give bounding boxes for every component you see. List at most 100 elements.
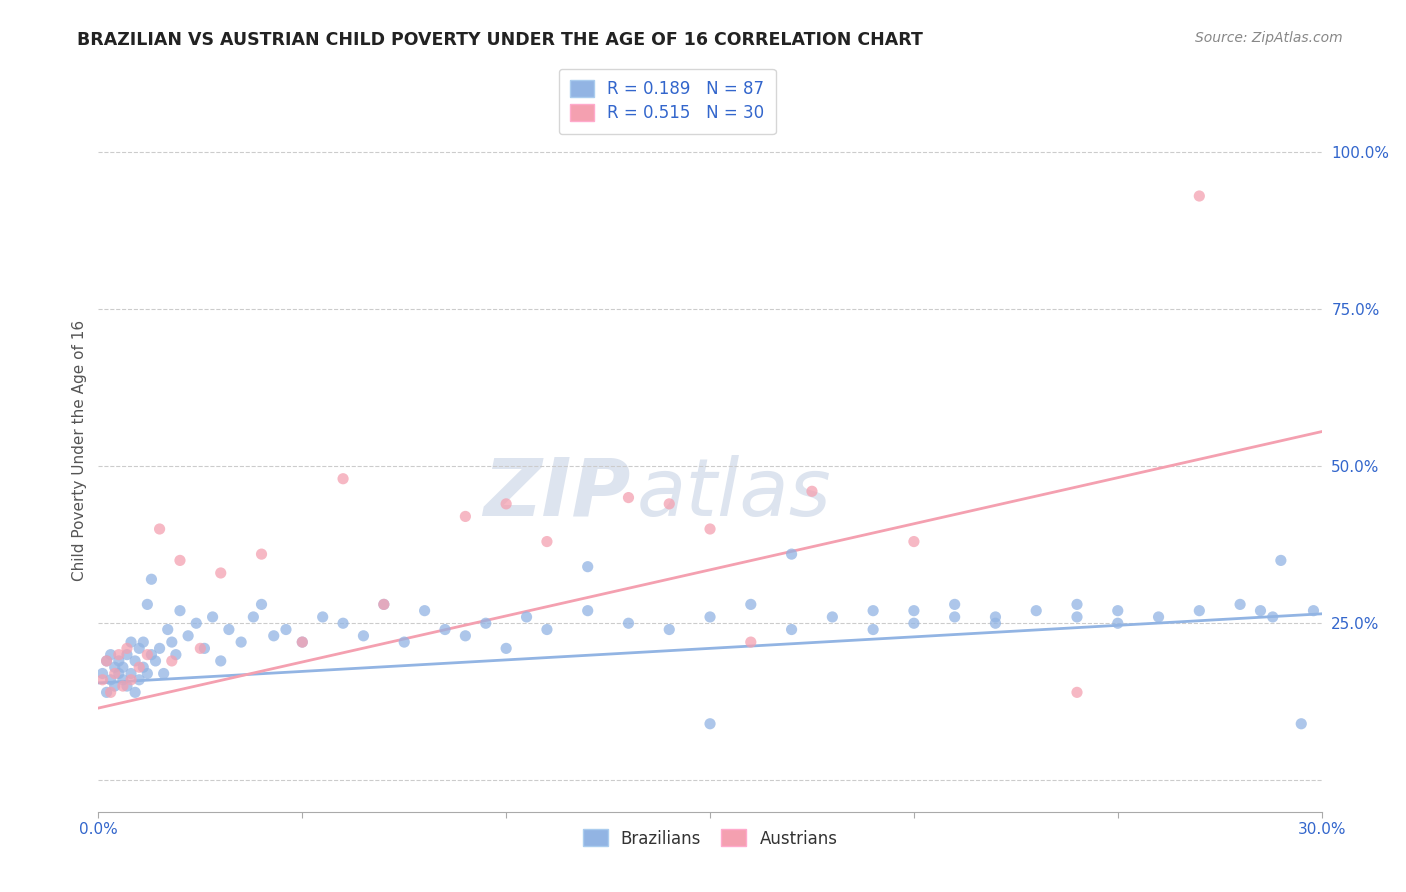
Point [1229,598,1251,612]
Point [352,629,374,643]
Point [903,604,925,618]
Point [1261,610,1284,624]
Point [291,635,314,649]
Point [536,623,558,637]
Point [291,635,314,649]
Point [96,654,118,668]
Point [120,673,142,687]
Point [209,654,232,668]
Point [128,660,150,674]
Point [124,685,146,699]
Point [136,648,159,662]
Point [111,660,134,674]
Point [96,654,118,668]
Point [1291,716,1313,731]
Point [821,610,844,624]
Point [115,679,138,693]
Point [658,623,681,637]
Point [392,635,416,649]
Point [91,673,114,687]
Point [188,641,212,656]
Point [218,623,240,637]
Point [1107,616,1129,631]
Point [120,666,142,681]
Point [104,666,127,681]
Point [1302,604,1324,618]
Point [862,623,884,637]
Point [780,623,803,637]
Point [165,648,187,662]
Point [263,629,285,643]
Point [242,610,264,624]
Point [115,641,138,656]
Point [495,497,517,511]
Point [943,610,966,624]
Point [1025,604,1047,618]
Point [111,679,134,693]
Point [100,685,122,699]
Point [617,491,640,505]
Point [128,673,150,687]
Point [413,604,436,618]
Point [1066,610,1088,624]
Point [274,623,297,637]
Point [576,604,599,618]
Point [984,610,1007,624]
Point [91,666,114,681]
Point [100,673,122,687]
Legend: Brazilians, Austrians: Brazilians, Austrians [572,820,848,857]
Point [699,716,721,731]
Point [156,623,179,637]
Point [177,629,200,643]
Point [108,648,131,662]
Point [136,666,159,681]
Point [149,522,172,536]
Point [160,654,183,668]
Point [576,559,599,574]
Point [124,654,146,668]
Point [332,472,354,486]
Point [231,635,253,649]
Point [132,660,155,674]
Point [115,648,138,662]
Point [373,598,395,612]
Point [1066,685,1088,699]
Point [474,616,498,631]
Point [111,673,134,687]
Point [454,509,477,524]
Text: Source: ZipAtlas.com: Source: ZipAtlas.com [1195,31,1343,45]
Point [1066,598,1088,612]
Point [801,484,824,499]
Point [141,648,163,662]
Point [96,685,118,699]
Point [984,616,1007,631]
Point [1188,604,1211,618]
Point [145,654,167,668]
Point [740,635,762,649]
Point [312,610,335,624]
Point [740,598,762,612]
Point [136,598,159,612]
Point [201,610,224,624]
Point [332,616,354,631]
Point [160,635,183,649]
Text: ZIP: ZIP [484,455,630,533]
Point [536,534,558,549]
Y-axis label: Child Poverty Under the Age of 16: Child Poverty Under the Age of 16 [72,320,87,581]
Point [108,666,131,681]
Point [250,547,273,561]
Point [100,648,122,662]
Point [434,623,457,637]
Point [903,534,925,549]
Point [780,547,803,561]
Point [209,566,232,580]
Point [128,641,150,656]
Point [1188,189,1211,203]
Point [250,598,273,612]
Point [699,522,721,536]
Point [141,572,163,586]
Point [495,641,517,656]
Text: atlas: atlas [637,455,831,533]
Point [617,616,640,631]
Point [193,641,215,656]
